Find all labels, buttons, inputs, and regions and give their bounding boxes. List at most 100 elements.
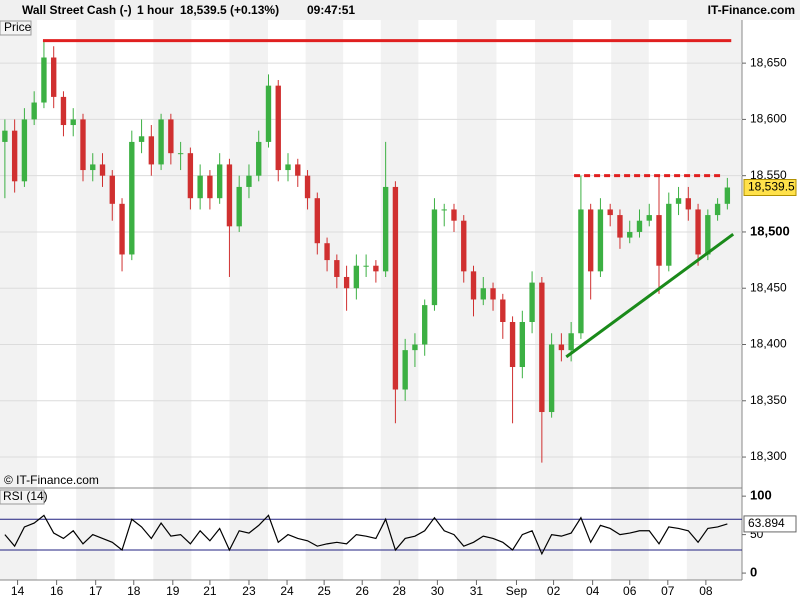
brand: IT-Finance.com <box>708 3 795 17</box>
candle-body <box>2 130 8 142</box>
candle-body <box>646 215 652 221</box>
x-tick-label: 08 <box>699 584 713 598</box>
candle-body <box>246 175 252 187</box>
x-tick-label: 18 <box>127 584 141 598</box>
candle-body <box>724 187 731 204</box>
candle-body <box>490 288 496 300</box>
candle-body <box>402 350 408 390</box>
last-price-box <box>743 179 797 197</box>
y-tick-label: 18,500 <box>750 223 790 238</box>
candle-body <box>714 203 721 216</box>
candle-body <box>90 164 96 171</box>
candle-body <box>578 209 584 334</box>
candle-body <box>685 198 691 210</box>
candle-body <box>548 344 555 413</box>
rsi-tick-label: 0 <box>750 565 757 580</box>
candle-body <box>461 220 467 272</box>
candle-body <box>431 209 438 306</box>
candle-body <box>158 119 164 165</box>
candle-body <box>519 321 526 368</box>
candle-body <box>500 299 506 322</box>
candle-body <box>627 231 633 238</box>
candle-body <box>129 141 135 255</box>
x-tick-label: 04 <box>586 584 600 598</box>
candle-body <box>539 282 545 413</box>
candle-body <box>51 57 57 97</box>
candle-body <box>373 265 379 272</box>
x-tick-label: 28 <box>393 584 407 598</box>
rsi-line <box>4 514 728 556</box>
day-band <box>76 20 115 580</box>
last-price-label: 18,539.5 <box>748 180 795 194</box>
price-label: Price <box>4 20 32 34</box>
rsi-label: RSI (14) <box>3 489 48 503</box>
candle-body <box>197 175 203 199</box>
x-tick-label: 31 <box>470 584 484 598</box>
candle-body <box>207 175 213 199</box>
candle-body <box>666 203 672 266</box>
candle-body <box>656 215 662 266</box>
rsi-last-box <box>743 515 797 533</box>
x-tick-label: 16 <box>50 584 64 598</box>
copyright: © IT-Finance.com <box>4 473 99 487</box>
candle-body <box>99 164 106 176</box>
x-tick-label: 23 <box>242 584 256 598</box>
candle-body <box>226 164 233 227</box>
trend-line <box>565 232 735 359</box>
candle-body <box>109 175 115 204</box>
candle-body <box>568 333 574 351</box>
x-tick-label: 25 <box>317 584 331 598</box>
candle-body <box>80 119 86 171</box>
candle-body <box>11 130 18 182</box>
x-tick-label: 19 <box>166 584 180 598</box>
y-tick-label: 18,450 <box>750 280 787 294</box>
day-band <box>686 20 742 580</box>
day-band <box>0 20 38 580</box>
x-tick-label: 24 <box>280 584 294 598</box>
time: 09:47:51 <box>307 3 355 17</box>
candle-body <box>382 186 389 272</box>
rsi-tick-label: 100 <box>750 488 772 503</box>
candle-body <box>265 85 272 142</box>
y-tick-label: 18,550 <box>750 168 787 182</box>
candle-body <box>392 186 399 390</box>
candle-body <box>597 209 604 272</box>
candle-body <box>529 282 535 322</box>
candle-body <box>422 305 428 345</box>
day-band <box>229 20 268 580</box>
candle-body <box>168 119 174 154</box>
candle-body <box>31 102 37 120</box>
x-tick-label: 02 <box>547 584 561 598</box>
candle-body <box>607 209 613 216</box>
x-tick-label: 30 <box>431 584 445 598</box>
x-tick-label: 07 <box>661 584 675 598</box>
y-tick-label: 18,650 <box>750 55 787 69</box>
x-tick-label: 17 <box>89 584 103 598</box>
candle-body <box>695 209 701 255</box>
candle-body <box>295 164 301 176</box>
y-tick-label: 18,300 <box>750 449 787 463</box>
candle-body <box>256 141 262 176</box>
y-tick-label: 18,350 <box>750 393 787 407</box>
candle-body <box>236 186 242 227</box>
x-tick-label: 14 <box>11 584 25 598</box>
candle-body <box>470 271 477 300</box>
day-band <box>153 20 192 580</box>
candle-body <box>304 175 311 199</box>
candle-body <box>138 136 145 142</box>
candle-body <box>558 344 565 351</box>
x-tick-label: 21 <box>203 584 217 598</box>
day-band <box>380 20 419 580</box>
candle-body <box>216 164 223 199</box>
candle-body <box>41 57 47 103</box>
candle-body <box>636 220 643 232</box>
candle-body <box>353 265 360 289</box>
candle-body <box>60 96 67 126</box>
instrument: Wall Street Cash (-) <box>22 3 132 17</box>
header-bar <box>0 0 800 20</box>
interval: 1 hour <box>137 3 174 17</box>
candle-body <box>343 276 350 289</box>
day-band <box>456 20 497 580</box>
candle-body <box>187 153 194 199</box>
price-label-box <box>0 20 32 36</box>
